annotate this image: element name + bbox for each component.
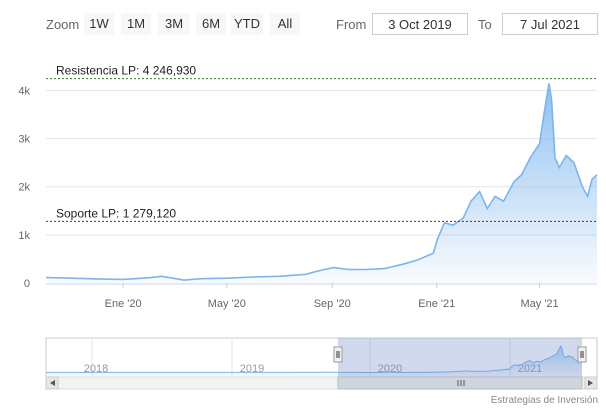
from-date-input[interactable]: 3 Oct 2019 xyxy=(372,13,468,35)
y-tick-label: 2k xyxy=(18,182,30,194)
navigator-right-handle[interactable] xyxy=(577,346,587,363)
from-label: From xyxy=(336,17,367,32)
to-label: To xyxy=(478,17,492,32)
x-tick-label: May '21 xyxy=(520,298,558,310)
zoom-1m-button[interactable]: 1M xyxy=(121,13,151,35)
reference-lines: Resistencia LP: 4 246,930 Soporte LP: 1 2… xyxy=(46,64,597,222)
navigator[interactable]: 2018201920202021 xyxy=(45,337,598,390)
scroll-right-arrow-icon xyxy=(588,380,593,386)
handle-body xyxy=(577,346,587,363)
scrollbar-thumb xyxy=(337,376,583,390)
navigator-line xyxy=(45,344,583,374)
axes: 0 1k 2k 3k 4k Ene '20 May '20 Sep '20 Ene '21 May… xyxy=(18,85,597,310)
price-line xyxy=(45,83,598,281)
x-tick-label: Ene '21 xyxy=(418,298,455,310)
support-label: Soporte LP: 1 279,120 xyxy=(56,206,176,220)
navigator-left-handle[interactable] xyxy=(333,346,343,363)
navigator-area xyxy=(46,346,582,377)
x-tick-label: May '20 xyxy=(208,298,246,310)
x-tick-label: Ene '20 xyxy=(105,298,142,310)
grid-lines xyxy=(46,89,597,236)
zoom-3m-button[interactable]: 3M xyxy=(158,13,190,35)
price-area xyxy=(46,83,597,283)
y-tick-label: 3k xyxy=(18,134,30,146)
credits-text: Estrategias de Inversión xyxy=(490,395,598,406)
zoom-ytd-button[interactable]: YTD xyxy=(231,13,263,35)
scroll-left-arrow-icon xyxy=(50,380,55,386)
price-series xyxy=(45,83,598,283)
navigator-scrollbar[interactable] xyxy=(45,376,598,390)
zoom-all-button[interactable]: All xyxy=(270,13,300,35)
resistance-label: Resistencia LP: 4 246,930 xyxy=(56,64,196,78)
y-tick-label: 4k xyxy=(18,85,30,97)
navigator-selected-range xyxy=(338,338,582,377)
zoom-1w-button[interactable]: 1W xyxy=(84,13,114,35)
y-tick-label: 1k xyxy=(18,230,30,242)
zoom-6m-button[interactable]: 6M xyxy=(196,13,226,35)
to-date-input[interactable]: 7 Jul 2021 xyxy=(502,13,598,35)
handle-body xyxy=(333,346,343,363)
x-tick-label: Sep '20 xyxy=(314,298,351,310)
zoom-label: Zoom xyxy=(46,17,80,32)
y-tick-label: 0 xyxy=(24,278,30,290)
